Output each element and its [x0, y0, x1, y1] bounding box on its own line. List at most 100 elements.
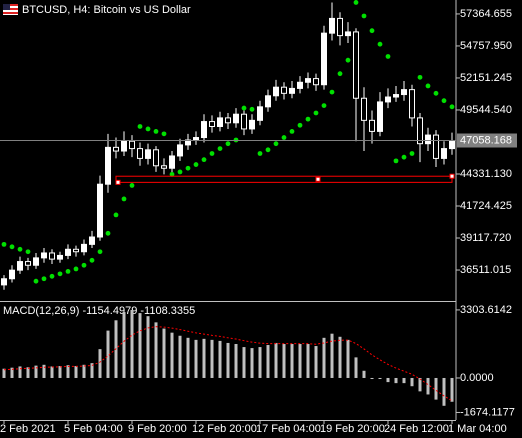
- candle-body: [297, 81, 303, 89]
- rectangle-handle: [449, 173, 455, 179]
- candle-body: [409, 89, 415, 119]
- candle-body: [225, 117, 231, 124]
- macd-bar: [202, 338, 206, 378]
- sar-dot: [257, 151, 263, 156]
- macd-bar: [314, 346, 318, 378]
- candle-body: [193, 137, 199, 141]
- indicator-title: MACD(12,26,9) -1154.4979 -1108.3355: [3, 305, 195, 317]
- y-tick-label: 36511.015: [460, 264, 511, 276]
- sar-dot: [129, 183, 135, 188]
- candle-body: [217, 117, 223, 127]
- candle-body: [393, 94, 399, 98]
- candle-body: [169, 155, 175, 169]
- macd-bar: [210, 339, 214, 378]
- sar-dot: [281, 135, 287, 140]
- macd-bar: [138, 313, 142, 378]
- candle-body: [209, 121, 215, 127]
- macd-bar: [402, 377, 406, 384]
- candle-body: [313, 78, 319, 86]
- macd-bar: [298, 343, 302, 378]
- macd-bar: [90, 363, 94, 378]
- sar-dot: [17, 246, 23, 252]
- sar-dot: [217, 146, 223, 151]
- sar-dot: [89, 257, 95, 263]
- macd-bar: [186, 337, 190, 378]
- macd-bar: [434, 377, 438, 400]
- macd-bar: [162, 328, 166, 378]
- sar-dot: [81, 262, 87, 268]
- y-tick-label: 57364.655: [460, 8, 512, 20]
- candle-body: [377, 101, 383, 132]
- sar-dot: [41, 276, 47, 282]
- candle-body: [345, 31, 351, 37]
- candle-body: [425, 134, 431, 145]
- macd-bar: [146, 316, 150, 378]
- sar-dot: [305, 116, 311, 122]
- y-tick-label: 3303.6142: [460, 304, 512, 316]
- sar-dot: [185, 165, 191, 171]
- macd-bar: [66, 365, 70, 378]
- candle-body: [41, 252, 47, 259]
- candle-body: [129, 140, 135, 150]
- sar-dot: [137, 124, 143, 129]
- sar-dot: [401, 154, 407, 160]
- x-tick-label: 1 Mar 04:00: [448, 423, 507, 435]
- sar-dot: [353, 0, 359, 5]
- candle-body: [289, 87, 295, 94]
- sar-dot: [409, 151, 415, 156]
- candle-body: [249, 119, 255, 130]
- macd-bar: [282, 343, 286, 378]
- macd-bar: [194, 339, 198, 378]
- sar-dot: [177, 169, 183, 175]
- candle-body: [17, 261, 23, 271]
- sar-dot: [73, 266, 79, 272]
- sar-dot: [9, 244, 15, 250]
- macd-bar: [338, 336, 342, 378]
- macd-bar: [178, 335, 182, 378]
- candle-body: [337, 17, 343, 37]
- candle-body: [353, 31, 359, 99]
- y-tick-label: 54757.950: [460, 40, 512, 52]
- rectangle-handle: [315, 176, 321, 182]
- sar-dot: [25, 249, 31, 255]
- candle-body: [273, 86, 279, 97]
- candle-body: [369, 119, 375, 132]
- candle-body: [25, 261, 31, 266]
- candle-body: [201, 121, 207, 139]
- macd-bar: [290, 343, 294, 378]
- macd-bar: [386, 377, 390, 383]
- candle-body: [265, 95, 271, 108]
- sar-dot: [233, 137, 239, 143]
- macd-bar: [58, 366, 62, 378]
- y-tick-label: 39117.720: [460, 232, 511, 244]
- sar-dot: [361, 13, 367, 19]
- sar-dot: [121, 196, 127, 202]
- candle-body: [161, 165, 167, 169]
- candle-body: [241, 113, 247, 130]
- macd-bar: [234, 343, 238, 378]
- y-tick-label: 0.0000: [460, 372, 494, 384]
- candle-body: [433, 134, 439, 159]
- sar-dot: [153, 128, 159, 134]
- macd-bar: [242, 347, 246, 378]
- candle-body: [9, 269, 15, 280]
- sar-dot: [33, 278, 39, 284]
- sar-dot: [193, 162, 199, 167]
- x-tick-label: 17 Feb 04:00: [256, 423, 321, 435]
- candle-body: [105, 146, 111, 185]
- candle-body: [97, 183, 103, 238]
- macd-bar: [42, 364, 46, 378]
- x-tick-label: 5 Feb 04:00: [64, 423, 123, 435]
- candle-body: [81, 243, 87, 253]
- candle-body: [257, 106, 263, 121]
- candle-body: [73, 248, 79, 253]
- y-tick-label: 52151.245: [460, 72, 512, 84]
- candle-body: [89, 236, 95, 245]
- x-tick-label: 2 Feb 2021: [0, 423, 56, 435]
- macd-bar: [266, 345, 270, 378]
- sar-dot: [97, 249, 103, 255]
- macd-bar: [170, 332, 174, 378]
- sar-dot: [161, 131, 167, 137]
